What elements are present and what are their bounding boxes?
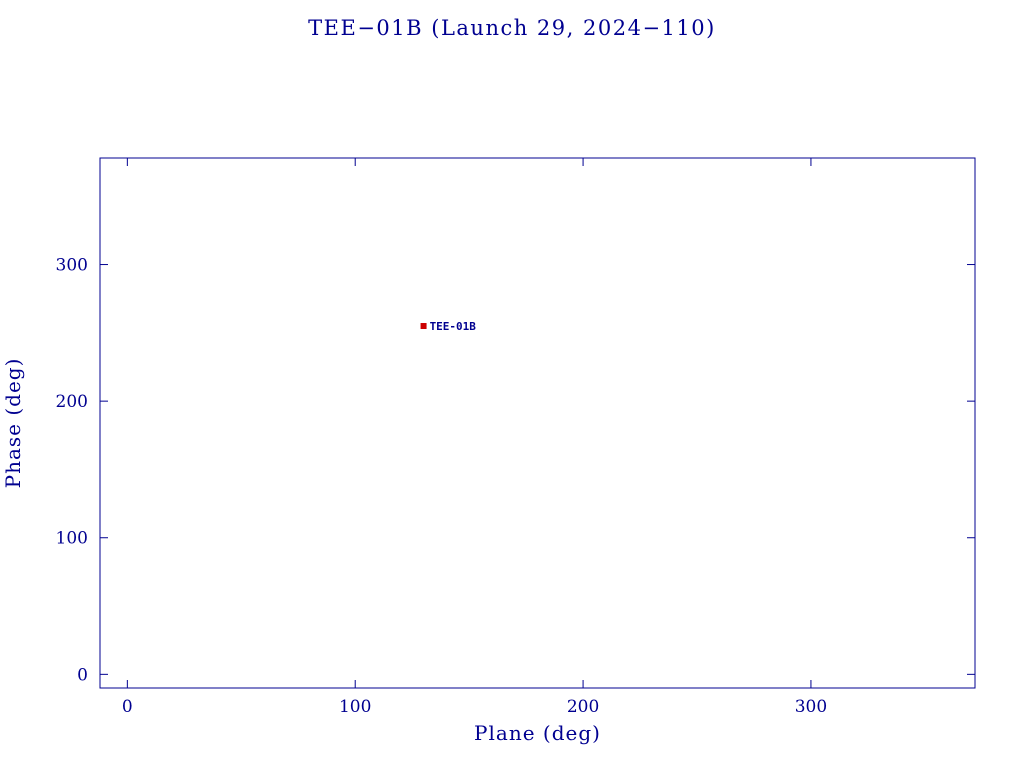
y-tick-label: 300 [56,256,88,276]
y-axis-label: Phase (deg) [1,358,25,489]
chart-title: TEE−01B (Launch 29, 2024−110) [308,16,716,40]
x-axis-label: Plane (deg) [474,721,601,745]
data-point [420,323,427,330]
x-tick-label: 200 [567,697,599,717]
data-point-label: TEE-01B [430,320,477,333]
y-tick-label: 100 [56,529,88,549]
x-tick-label: 100 [339,697,371,717]
plot-frame [99,157,976,689]
x-tick-label: 300 [795,697,827,717]
x-tick-label: 0 [122,697,133,717]
y-tick-label: 0 [77,665,88,685]
y-tick-label: 200 [56,392,88,412]
